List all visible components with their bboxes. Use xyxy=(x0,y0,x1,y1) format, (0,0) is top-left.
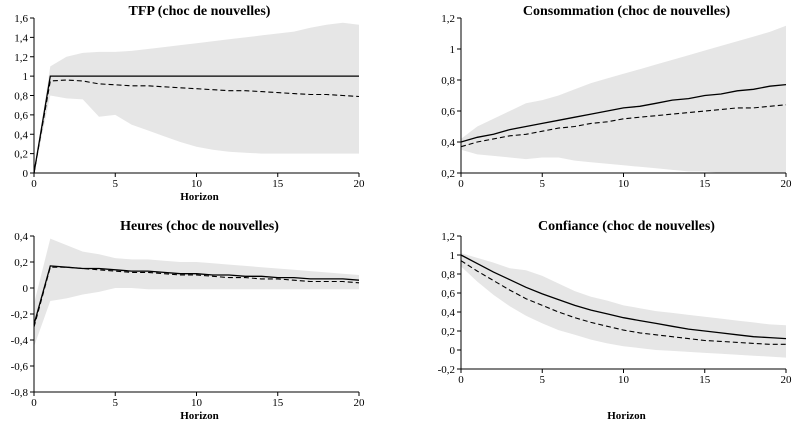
y-tick-label: 1 xyxy=(23,71,29,83)
x-tick-label: 20 xyxy=(781,178,793,190)
x-axis-label: Horizon xyxy=(607,410,646,422)
y-tick-label: -0,4 xyxy=(11,335,29,347)
x-tick-label: 20 xyxy=(781,374,793,386)
x-tick-label: 0 xyxy=(31,397,37,409)
y-tick-label: 0,2 xyxy=(441,326,455,338)
y-tick-label: 0,4 xyxy=(14,231,28,243)
x-tick-label: 5 xyxy=(540,374,546,386)
x-tick-label: 10 xyxy=(191,397,203,409)
x-axis-label: Horizon xyxy=(180,191,219,203)
panel-3: -0,8 -0,6 -0,4 -0,2 0 0,2 0,4 0 5 10 15 20 Heures (c… xyxy=(11,219,365,422)
y-tick-label: 0,4 xyxy=(441,307,455,319)
series-dashed-line xyxy=(33,266,360,328)
y-tick-label: 0,8 xyxy=(441,75,455,87)
series-dashed-line xyxy=(33,79,360,174)
x-axis-label: Horizon xyxy=(180,410,219,422)
x-tick-label: 0 xyxy=(458,374,464,386)
panel-1: 0 0,2 0,4 0,6 0,8 1 1,2 1,4 1,6 0 5 10 15 20 TFP (choc… xyxy=(14,4,365,203)
series-solid-line xyxy=(460,254,787,340)
x-tick-label: 20 xyxy=(354,397,366,409)
x-tick-label: 0 xyxy=(458,178,464,190)
y-tick-label: 0 xyxy=(450,345,456,357)
y-tick-label: -0,2 xyxy=(438,364,455,376)
x-tick-label: 15 xyxy=(699,374,711,386)
confidence-band xyxy=(461,25,786,173)
x-tick-label: 5 xyxy=(540,178,546,190)
panel-title: Confiance (choc de nouvelles) xyxy=(538,219,715,234)
x-tick-label: 5 xyxy=(113,397,119,409)
y-tick-label: 0,4 xyxy=(14,129,28,141)
panel-title: TFP (choc de nouvelles) xyxy=(129,4,271,19)
series-dashed-line xyxy=(460,260,786,345)
x-tick-label: 15 xyxy=(272,178,284,190)
y-tick-label: 0,4 xyxy=(441,137,455,149)
panel-title: Heures (choc de nouvelles) xyxy=(120,219,279,234)
series-solid-line xyxy=(460,83,787,143)
panel-2: 0,2 0,4 0,6 0,8 1 1,2 0 5 10 15 20 Consommation (ch… xyxy=(441,4,792,190)
x-tick-label: 0 xyxy=(31,178,37,190)
y-tick-label: 1,2 xyxy=(441,231,455,243)
y-tick-label: 1,2 xyxy=(14,52,28,64)
series-solid-line xyxy=(33,75,359,174)
y-tick-label: 0,2 xyxy=(14,149,28,161)
y-tick-label: 0 xyxy=(23,283,29,295)
x-tick-label: 15 xyxy=(699,178,711,190)
y-tick-label: 0,6 xyxy=(441,288,455,300)
y-tick-label: 1,4 xyxy=(14,32,28,44)
x-tick-label: 5 xyxy=(113,178,119,190)
x-tick-label: 15 xyxy=(272,397,284,409)
y-tick-label: 1,2 xyxy=(441,13,455,25)
y-tick-label: 0,2 xyxy=(441,168,455,180)
y-tick-label: -0,6 xyxy=(11,361,29,373)
x-tick-label: 20 xyxy=(354,178,366,190)
y-tick-label: 0,8 xyxy=(441,269,455,281)
y-tick-label: 0,6 xyxy=(14,110,28,122)
confidence-band xyxy=(34,22,359,173)
y-tick-label: 1,6 xyxy=(14,13,28,25)
panel-title: Consommation (choc de nouvelles) xyxy=(523,4,731,19)
y-tick-label: -0,2 xyxy=(11,309,28,321)
y-tick-label: 0,8 xyxy=(14,91,28,103)
y-tick-label: 1 xyxy=(450,44,456,56)
y-tick-label: 0,2 xyxy=(14,257,28,269)
y-tick-label: 0 xyxy=(23,168,29,180)
confidence-band xyxy=(34,238,359,347)
y-tick-label: -0,8 xyxy=(11,387,29,399)
x-tick-label: 10 xyxy=(618,178,630,190)
x-tick-label: 10 xyxy=(191,178,203,190)
x-tick-label: 10 xyxy=(618,374,630,386)
y-tick-label: 1 xyxy=(450,250,456,262)
series-dashed-line xyxy=(460,104,787,148)
y-tick-label: 0,6 xyxy=(441,106,455,118)
